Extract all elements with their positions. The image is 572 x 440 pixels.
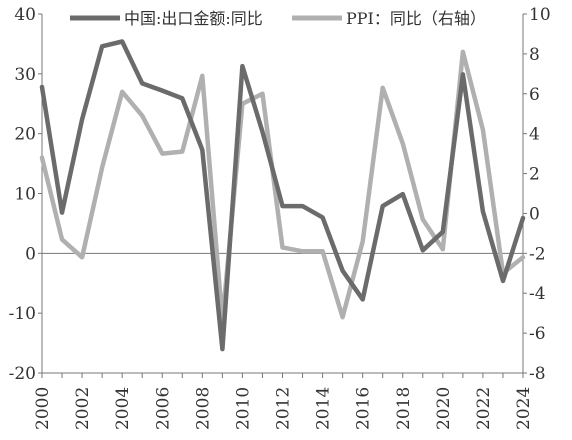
x-tick-label: 2024 xyxy=(514,387,534,430)
right-tick-label: 0 xyxy=(529,204,540,224)
x-tick-label: 2008 xyxy=(193,387,213,430)
right-tick-label: 4 xyxy=(529,125,540,145)
x-tick-label: 2006 xyxy=(153,387,173,430)
x-tick-label: 2020 xyxy=(434,387,454,430)
x-tick-label: 2014 xyxy=(314,387,334,430)
right-tick-label: 2 xyxy=(529,165,540,185)
x-tick-label: 2004 xyxy=(113,387,133,430)
x-tick-label: 2012 xyxy=(274,387,294,430)
x-tick-label: 2016 xyxy=(354,387,374,430)
right-tick-label: 10 xyxy=(529,5,551,25)
x-tick-label: 2002 xyxy=(73,387,93,430)
left-tick-label: 0 xyxy=(25,244,36,264)
right-tick-label: 6 xyxy=(529,85,540,105)
legend: 中国:出口金额:同比 PPI：同比（右轴） xyxy=(70,9,486,28)
left-tick-label: 40 xyxy=(14,5,36,25)
x-tick-label: 2022 xyxy=(474,387,494,430)
x-tick-label: 2018 xyxy=(394,387,414,430)
right-tick-label: -8 xyxy=(529,364,546,384)
left-tick-label: -20 xyxy=(9,364,36,384)
x-tick-label: 2010 xyxy=(233,387,253,430)
series-layer xyxy=(39,39,526,352)
series-line-ppi xyxy=(39,49,526,324)
legend-label-ppi: PPI：同比（右轴） xyxy=(346,9,486,28)
x-tick-label: 2000 xyxy=(33,387,53,430)
left-tick-label: 20 xyxy=(14,125,36,145)
left-tick-label: -10 xyxy=(9,304,36,324)
left-tick-label: 30 xyxy=(14,65,36,85)
right-tick-label: -4 xyxy=(529,284,546,304)
right-tick-label: 8 xyxy=(529,45,540,65)
right-tick-label: -6 xyxy=(529,324,546,344)
left-tick-label: 10 xyxy=(14,185,36,205)
legend-label-export: 中国:出口金额:同比 xyxy=(124,9,263,28)
series-line-export xyxy=(39,39,526,352)
right-tick-label: -2 xyxy=(529,244,546,264)
